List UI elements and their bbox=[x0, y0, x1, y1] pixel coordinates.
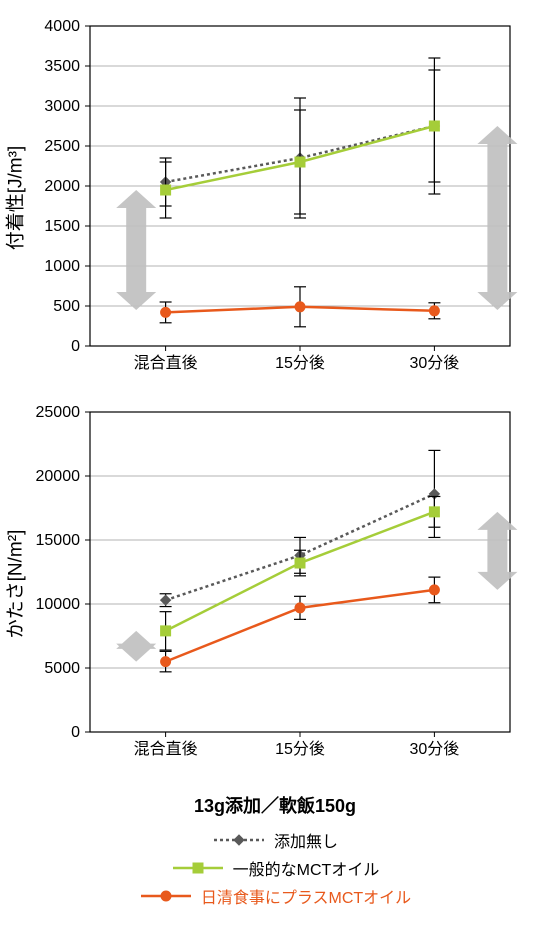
series-marker-nisshin bbox=[161, 657, 171, 667]
xtick-label: 30分後 bbox=[409, 354, 459, 372]
range-arrow bbox=[477, 512, 517, 590]
legend-label-nisshin: 日清食事にプラスMCTオイル bbox=[201, 884, 411, 908]
xtick-label: 15分後 bbox=[275, 740, 325, 758]
series-marker-general bbox=[295, 157, 305, 167]
range-arrow bbox=[116, 631, 156, 662]
series-marker-general bbox=[161, 185, 171, 195]
range-arrow bbox=[116, 190, 156, 310]
legend-swatch-general bbox=[171, 861, 225, 875]
ytick-label: 20000 bbox=[36, 468, 81, 485]
legend-item-general: 一般的なMCTオイル bbox=[171, 856, 380, 880]
ytick-label: 3000 bbox=[44, 98, 80, 115]
chart-1: 付着性[J/m³]0500100015002000250030003500400… bbox=[20, 20, 530, 376]
legend-item-none: 添加無し bbox=[212, 828, 338, 852]
xtick-label: 混合直後 bbox=[134, 740, 198, 758]
ytick-label: 25000 bbox=[36, 406, 81, 421]
series-marker-nisshin bbox=[295, 603, 305, 613]
chart-svg-2: 0 5000 10000 15000 20000 25000 混合直後 15分後 30分後 bbox=[30, 406, 538, 762]
legend: 添加無し一般的なMCTオイル日清食事にプラスMCTオイル bbox=[20, 828, 530, 908]
ytick-label: 2000 bbox=[44, 178, 80, 195]
range-arrow bbox=[477, 126, 517, 310]
series-marker-nisshin bbox=[295, 302, 305, 312]
series-marker-general bbox=[429, 507, 439, 517]
series-marker-nisshin bbox=[429, 585, 439, 595]
ylabel-1: 付着性[J/m³] bbox=[1, 146, 28, 251]
ytick-label: 1000 bbox=[44, 258, 80, 275]
series-marker-nisshin bbox=[429, 306, 439, 316]
ytick-label: 3500 bbox=[44, 58, 80, 75]
xtick-label: 混合直後 bbox=[134, 354, 198, 372]
series-marker-general bbox=[161, 626, 171, 636]
legend-item-nisshin: 日清食事にプラスMCTオイル bbox=[139, 884, 411, 908]
ytick-label: 1500 bbox=[44, 218, 80, 235]
series-marker-nisshin bbox=[161, 307, 171, 317]
ylabel-2: かたさ[N/m²] bbox=[1, 530, 28, 639]
chart-svg-1: 0 500 1000 1500 2000 2500 3000 3500 4000 混合直後 15分後… bbox=[30, 20, 538, 376]
ytick-label: 2500 bbox=[44, 138, 80, 155]
legend-swatch-none bbox=[212, 833, 266, 847]
ytick-label: 5000 bbox=[44, 660, 80, 677]
legend-swatch-nisshin bbox=[139, 889, 193, 903]
caption: 13g添加／軟飯150g bbox=[20, 792, 530, 818]
xtick-label: 30分後 bbox=[409, 740, 459, 758]
legend-label-general: 一般的なMCTオイル bbox=[233, 856, 380, 880]
series-marker-general bbox=[295, 558, 305, 568]
ytick-label: 0 bbox=[71, 724, 80, 741]
ytick-label: 10000 bbox=[36, 596, 81, 613]
xtick-label: 15分後 bbox=[275, 354, 325, 372]
chart-2: かたさ[N/m²]0500010000150002000025000混合直後15… bbox=[20, 406, 530, 762]
ytick-label: 4000 bbox=[44, 20, 80, 35]
legend-label-none: 添加無し bbox=[274, 828, 338, 852]
ytick-label: 0 bbox=[71, 338, 80, 355]
series-marker-general bbox=[429, 121, 439, 131]
ytick-label: 15000 bbox=[36, 532, 81, 549]
ytick-label: 500 bbox=[53, 298, 80, 315]
